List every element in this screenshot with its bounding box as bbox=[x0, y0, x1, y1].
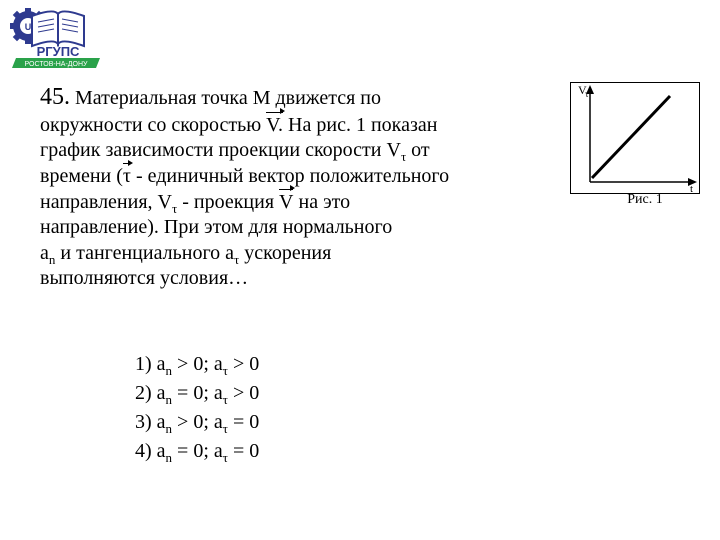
t: выполняются условия… bbox=[40, 267, 248, 289]
figure-1: V τ t Рис. 1 bbox=[570, 82, 720, 208]
t: - единичный вектор положительного bbox=[131, 165, 449, 187]
answer-options: 1) an > 0; aτ > 0 2) an = 0; aτ > 0 3) a… bbox=[135, 350, 259, 466]
figure-plot: V τ t bbox=[570, 82, 700, 194]
t: окружности со скоростью bbox=[40, 114, 266, 136]
t: ускорения bbox=[239, 242, 331, 264]
t: направление). При этом для нормального bbox=[40, 216, 392, 238]
x-axis-label: t bbox=[690, 183, 693, 194]
t: от bbox=[406, 139, 429, 161]
velocity-line bbox=[592, 96, 670, 178]
problem-text: 45. Материальная точка М движется по окр… bbox=[40, 82, 530, 292]
t: направления, V bbox=[40, 191, 172, 213]
university-logo: U РГУПС РОСТОВ-НА-ДОНУ bbox=[10, 6, 102, 68]
unit-vector-tau: τ bbox=[123, 164, 131, 190]
y-axis-label-sub: τ bbox=[585, 89, 589, 99]
vector-v2: V bbox=[279, 190, 293, 216]
t: на это bbox=[293, 191, 350, 213]
t: Материальная точка М движется по bbox=[75, 87, 381, 109]
vector-v: V. bbox=[266, 113, 283, 139]
t: график зависимости проекции скорости V bbox=[40, 139, 401, 161]
t: - проекция bbox=[177, 191, 279, 213]
option-1: 1) an > 0; aτ > 0 bbox=[135, 350, 259, 379]
t: времени ( bbox=[40, 165, 123, 187]
t: На рис. 1 показан bbox=[288, 114, 437, 136]
t: a bbox=[40, 242, 49, 264]
logo-banner: РОСТОВ-НА-ДОНУ bbox=[12, 58, 100, 68]
option-2: 2) an = 0; aτ > 0 bbox=[135, 379, 259, 408]
option-4: 4) an = 0; aτ = 0 bbox=[135, 437, 259, 466]
svg-text:U: U bbox=[25, 22, 32, 32]
figure-caption: Рис. 1 bbox=[570, 192, 720, 208]
logo-abbrev: РГУПС bbox=[37, 44, 80, 59]
option-3: 3) an > 0; aτ = 0 bbox=[135, 408, 259, 437]
problem-number: 45. bbox=[40, 84, 70, 110]
t: и тангенциального a bbox=[55, 242, 234, 264]
book-icon bbox=[32, 11, 84, 46]
svg-text:РОСТОВ-НА-ДОНУ: РОСТОВ-НА-ДОНУ bbox=[25, 61, 88, 68]
